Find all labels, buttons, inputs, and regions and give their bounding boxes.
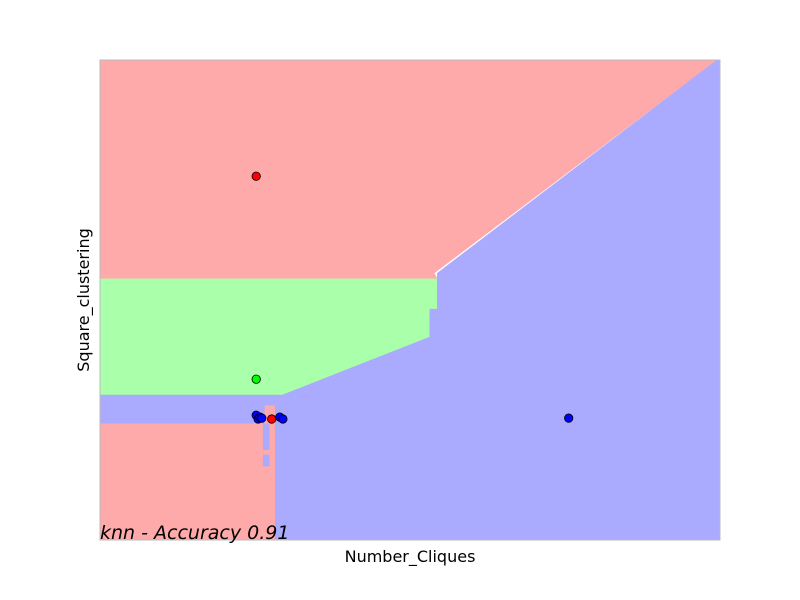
data-point-red-6 — [267, 414, 277, 424]
x-axis-label: Number_Cliques — [345, 547, 476, 567]
data-points — [251, 171, 574, 424]
data-point-red-0 — [251, 171, 261, 181]
accuracy-annotation: knn - Accuracy 0.91 — [100, 522, 289, 544]
data-point-green-1 — [251, 374, 261, 384]
decision-region-blue-5 — [262, 454, 270, 467]
y-axis-label: Square_clustering — [74, 228, 94, 371]
decision-region-blue-4 — [262, 423, 270, 451]
data-point-blue-9 — [564, 413, 574, 423]
decision-region-red-3 — [99, 405, 276, 541]
data-point-blue-5 — [257, 413, 267, 423]
data-point-blue-8 — [278, 414, 288, 424]
decision-regions — [99, 59, 721, 541]
axes-frame — [99, 59, 721, 541]
